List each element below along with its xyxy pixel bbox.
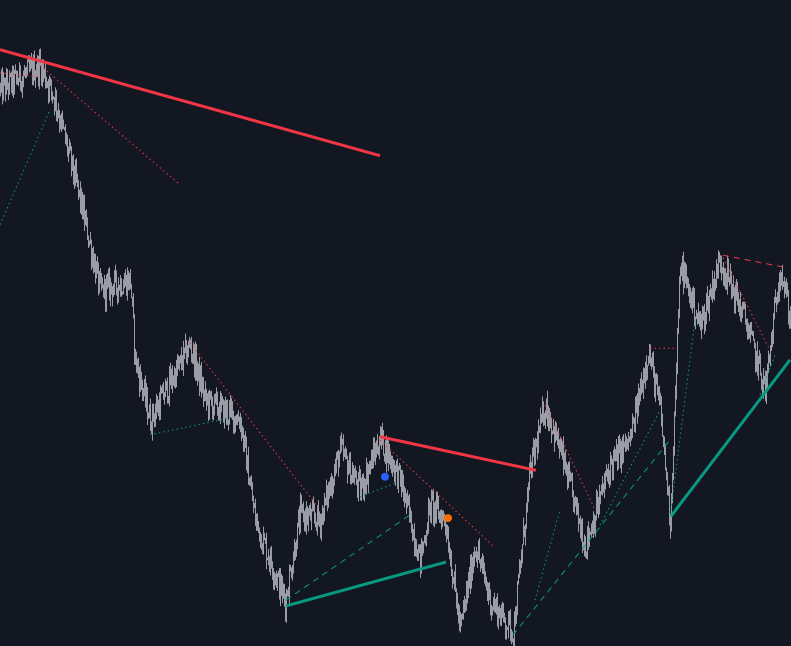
support-dashed-trendline (512, 439, 671, 636)
signal-markers (381, 472, 452, 523)
price-bars (0, 48, 791, 646)
resistance-dotted-trendline (39, 64, 181, 186)
support-dotted-trendline (359, 482, 396, 498)
resistance-solid-trendline (0, 48, 381, 158)
resistance-dotted-trendline (722, 257, 771, 351)
resistance-solid-trendline (379, 435, 537, 472)
support-dotted-trendline (599, 409, 661, 526)
support-dashed-trendline (285, 514, 411, 601)
support-dotted-trendline (0, 109, 51, 226)
marker-blue-dot (381, 472, 389, 481)
support-dotted-trendline (149, 417, 231, 436)
support-solid-trendline (669, 358, 791, 518)
support-solid-trendline (285, 560, 447, 608)
marker-orange-dot (444, 514, 452, 523)
support-dotted-trendline (670, 319, 696, 510)
resistance-dotted-trendline (189, 342, 321, 511)
trendlines (0, 48, 791, 636)
resistance-dotted-trendline (379, 439, 496, 549)
resistance-dotted-trendline (544, 404, 596, 510)
